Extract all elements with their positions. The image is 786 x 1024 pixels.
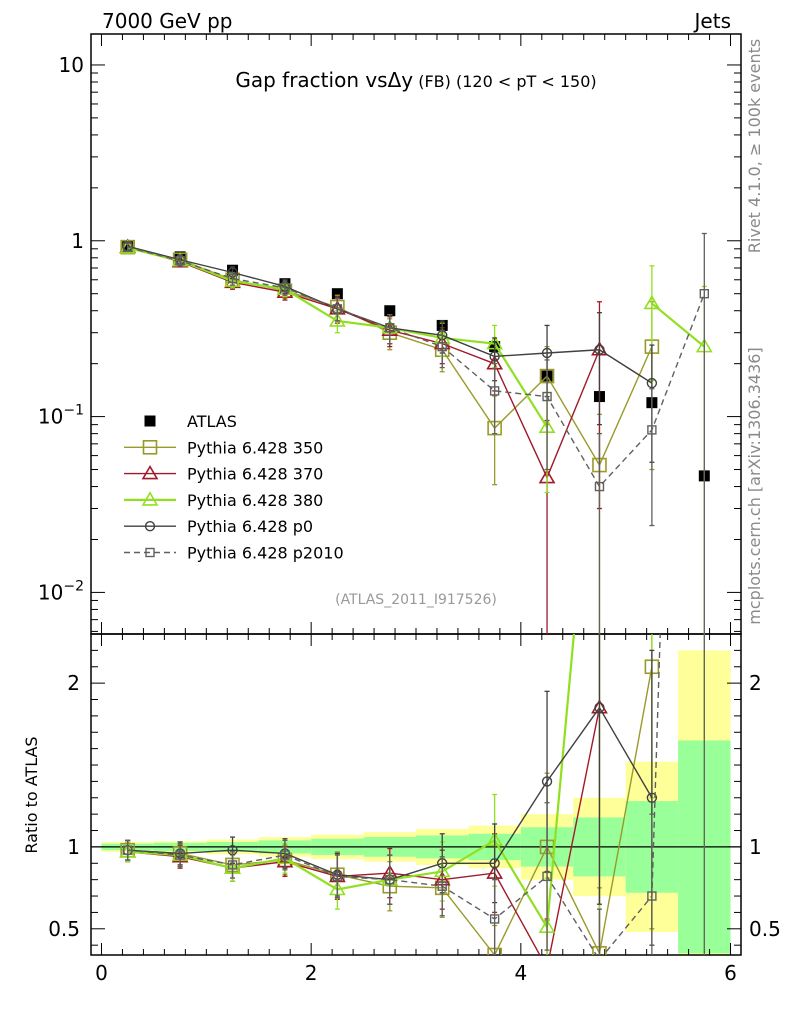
mcplots-label: mcplots.cern.ch [arXiv:1306.3436]: [745, 347, 764, 624]
y-tick-label: 10: [59, 53, 84, 77]
data-point: [280, 283, 290, 293]
data-point: [328, 312, 346, 327]
ratio-y-tick-label: 1: [749, 835, 762, 859]
x-tick-label: 0: [95, 961, 108, 985]
plot-title-main: Gap fraction vsΔy: [235, 68, 413, 92]
series-line: [127, 634, 661, 955]
data-point: [647, 425, 657, 435]
ratio-series-p2010: [122, 634, 705, 964]
data-point: [175, 256, 185, 266]
legend-entry-p380: Pythia 6.428 380: [124, 491, 323, 510]
legend-marker: [144, 521, 156, 532]
legend-entry-p0: Pythia 6.428 p0: [124, 517, 313, 536]
data-point: [489, 858, 500, 869]
header-left: 7000 GeV pp: [102, 9, 233, 33]
data-point: [385, 323, 395, 333]
data-point: [122, 242, 133, 252]
series-line: [127, 246, 653, 467]
legend-marker: [141, 491, 159, 506]
data-point: [542, 391, 552, 402]
data-point: [437, 881, 447, 891]
legend-entry-p370: Pythia 6.428 370: [124, 465, 323, 484]
plot-title: Gap fraction vsΔy (FB) (120 < pT < 150): [235, 68, 596, 92]
plot-title-suffix: (FB): [418, 72, 451, 91]
data-point: [594, 344, 605, 355]
legend-marker: [144, 415, 156, 427]
legend-marker: [141, 465, 159, 480]
legend-label: Pythia 6.428 350: [187, 438, 323, 457]
x-tick-label: 4: [514, 961, 527, 985]
y-tick-label: 1: [71, 229, 84, 253]
legend-label: Pythia 6.428 370: [187, 465, 323, 484]
legend-label: Pythia 6.428 p2010: [187, 544, 344, 563]
legend-entry-atlas: ATLAS: [144, 412, 237, 431]
data-point: [489, 351, 500, 362]
plot-title-range: (120 < pT < 150): [456, 72, 597, 91]
legend: ATLAS Pythia 6.428 350 Pythia 6.428 370 Pyt…: [124, 412, 344, 563]
data-point: [699, 289, 710, 299]
main-series-p2010: [122, 232, 710, 634]
ratio-y-tick-label: 2: [749, 671, 762, 695]
legend-marker: [145, 547, 155, 558]
data-point: [385, 874, 395, 885]
data-point: [595, 956, 603, 964]
data-point: [541, 776, 553, 787]
ratio-uncertainty-bands: [91, 650, 741, 955]
legend-marker: [142, 439, 158, 455]
header-right: Jets: [693, 9, 731, 33]
data-point: [227, 860, 238, 870]
ratio-y-tick-label: 2: [67, 671, 80, 695]
data-series: [119, 232, 713, 964]
data-point: [332, 304, 343, 314]
x-tick-label: 6: [724, 961, 737, 985]
data-point: [122, 845, 133, 855]
data-point: [489, 914, 500, 924]
data-point: [541, 347, 553, 359]
data-point: [646, 377, 658, 389]
x-tick-label: 2: [305, 961, 318, 985]
data-point: [437, 341, 447, 352]
y-tick-label: 10−1: [38, 403, 84, 429]
series-line: [651, 302, 706, 348]
ratio-y-axis-label: Ratio to ATLAS: [22, 736, 41, 853]
data-point: [594, 481, 605, 492]
legend-entry-p350: Pythia 6.428 350: [124, 438, 323, 457]
ratio-y-tick-label: 1: [67, 835, 80, 859]
data-point: [280, 850, 290, 860]
legend-label: Pythia 6.428 p0: [187, 517, 313, 536]
ratio-y-tick-label: 0.5: [48, 917, 80, 941]
series-line: [127, 634, 576, 931]
data-point: [331, 288, 343, 300]
reference-label: (ATLAS_2011_I917526): [335, 592, 497, 608]
data-point: [647, 891, 657, 901]
data-point: [489, 386, 500, 396]
rivet-version-label: Rivet 4.1.0, ≥ 100k events: [745, 39, 764, 253]
data-point: [594, 702, 605, 713]
legend-label: Pythia 6.428 380: [187, 491, 323, 510]
data-point: [227, 273, 238, 284]
data-point: [384, 305, 396, 317]
series-line: [127, 246, 548, 428]
ratio-y-tick-label: 0.5: [749, 917, 781, 941]
data-point: [332, 871, 343, 882]
data-point: [175, 850, 185, 860]
data-point: [643, 294, 661, 310]
data-point: [542, 871, 552, 882]
y-tick-label: 10−2: [38, 578, 84, 604]
series-line: [127, 246, 705, 488]
legend-label: ATLAS: [187, 412, 237, 431]
data-point: [646, 792, 658, 803]
axis-ticks: 0 2 4 6 10 1 10−1 10−2 0.5 0.5 1 1 2 2: [38, 34, 781, 985]
legend-entry-p2010: Pythia 6.428 p2010: [124, 544, 344, 563]
